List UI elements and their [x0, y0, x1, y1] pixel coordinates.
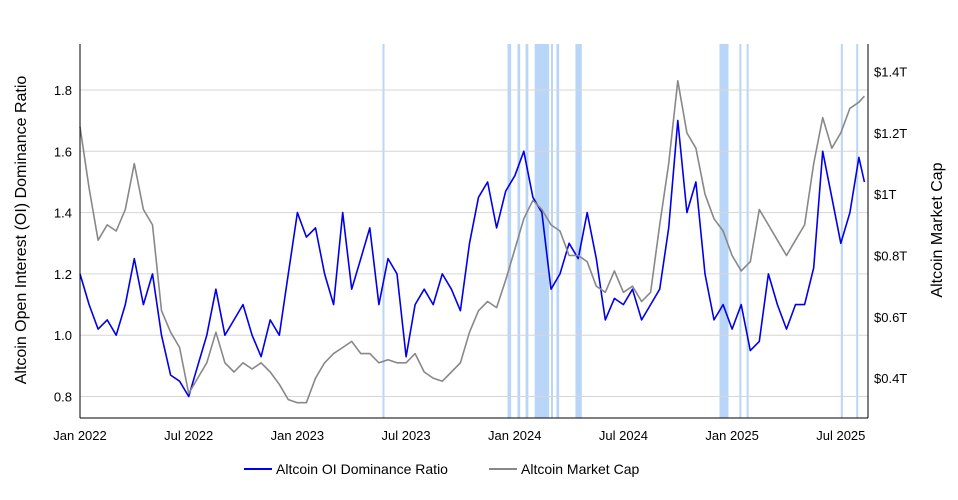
legend-label-mcap: Altcoin Market Cap — [521, 461, 639, 477]
y-right-tick-label: $1.4T — [874, 65, 907, 80]
axes — [79, 44, 869, 419]
y-right-tick-label: $0.8T — [874, 249, 907, 264]
highlight-band-8 — [719, 44, 729, 418]
legend: Altcoin OI Dominance Ratio Altcoin Marke… — [244, 461, 639, 477]
highlight-band-3 — [525, 44, 529, 418]
series-line-market-cap — [79, 80, 865, 404]
y-axis-right-title: Altcoin Market Cap — [929, 162, 946, 297]
legend-label-oi: Altcoin OI Dominance Ratio — [276, 461, 448, 477]
highlight-band-7 — [575, 44, 582, 418]
y-right-tick-label: $0.6T — [874, 310, 907, 325]
x-tick-label: Jul 2025 — [816, 428, 865, 443]
y-right-tick-label: $1.2T — [874, 126, 907, 141]
y-right-tick-label: $1T — [874, 187, 896, 202]
tick-labels: 0.8 1.0 1.2 1.4 1.6 1.8 $0.4T $0.6T $0.8T $1T $1.2… — [53, 65, 907, 443]
highlight-band-10 — [746, 44, 749, 418]
y-left-tick-label: 1.2 — [54, 267, 72, 282]
x-tick-label: Jan 2023 — [271, 428, 325, 443]
x-tick-label: Jul 2022 — [164, 428, 213, 443]
y-left-tick-label: 0.8 — [54, 390, 72, 405]
x-tick-label: Jan 2024 — [488, 428, 542, 443]
x-tick-label: Jan 2022 — [53, 428, 107, 443]
highlight-band-4 — [534, 44, 550, 418]
x-tick-label: Jul 2024 — [599, 428, 648, 443]
highlight-band-12 — [856, 44, 859, 418]
highlight-band-1 — [507, 44, 512, 418]
highlight-band-11 — [840, 44, 843, 418]
x-tick-label: Jul 2023 — [381, 428, 430, 443]
highlight-band-9 — [739, 44, 742, 418]
y-right-tick-label: $0.4T — [874, 371, 907, 386]
series-line-oi-dominance — [79, 119, 866, 398]
y-axis-left-title: Altcoin Open Interest (OI) Dominance Rat… — [13, 76, 30, 385]
highlight-band-6 — [556, 44, 560, 418]
y-left-tick-label: 1.6 — [54, 144, 72, 159]
highlight-band-0 — [382, 44, 385, 418]
y-left-tick-label: 1.0 — [54, 328, 72, 343]
series-lines — [79, 80, 866, 404]
highlight-band-5 — [550, 44, 553, 418]
highlight-bands — [382, 44, 859, 418]
y-left-tick-label: 1.8 — [54, 83, 72, 98]
y-left-tick-label: 1.4 — [54, 206, 72, 221]
gridlines — [80, 89, 868, 398]
highlight-band-2 — [517, 44, 521, 418]
x-tick-label: Jan 2025 — [705, 428, 759, 443]
